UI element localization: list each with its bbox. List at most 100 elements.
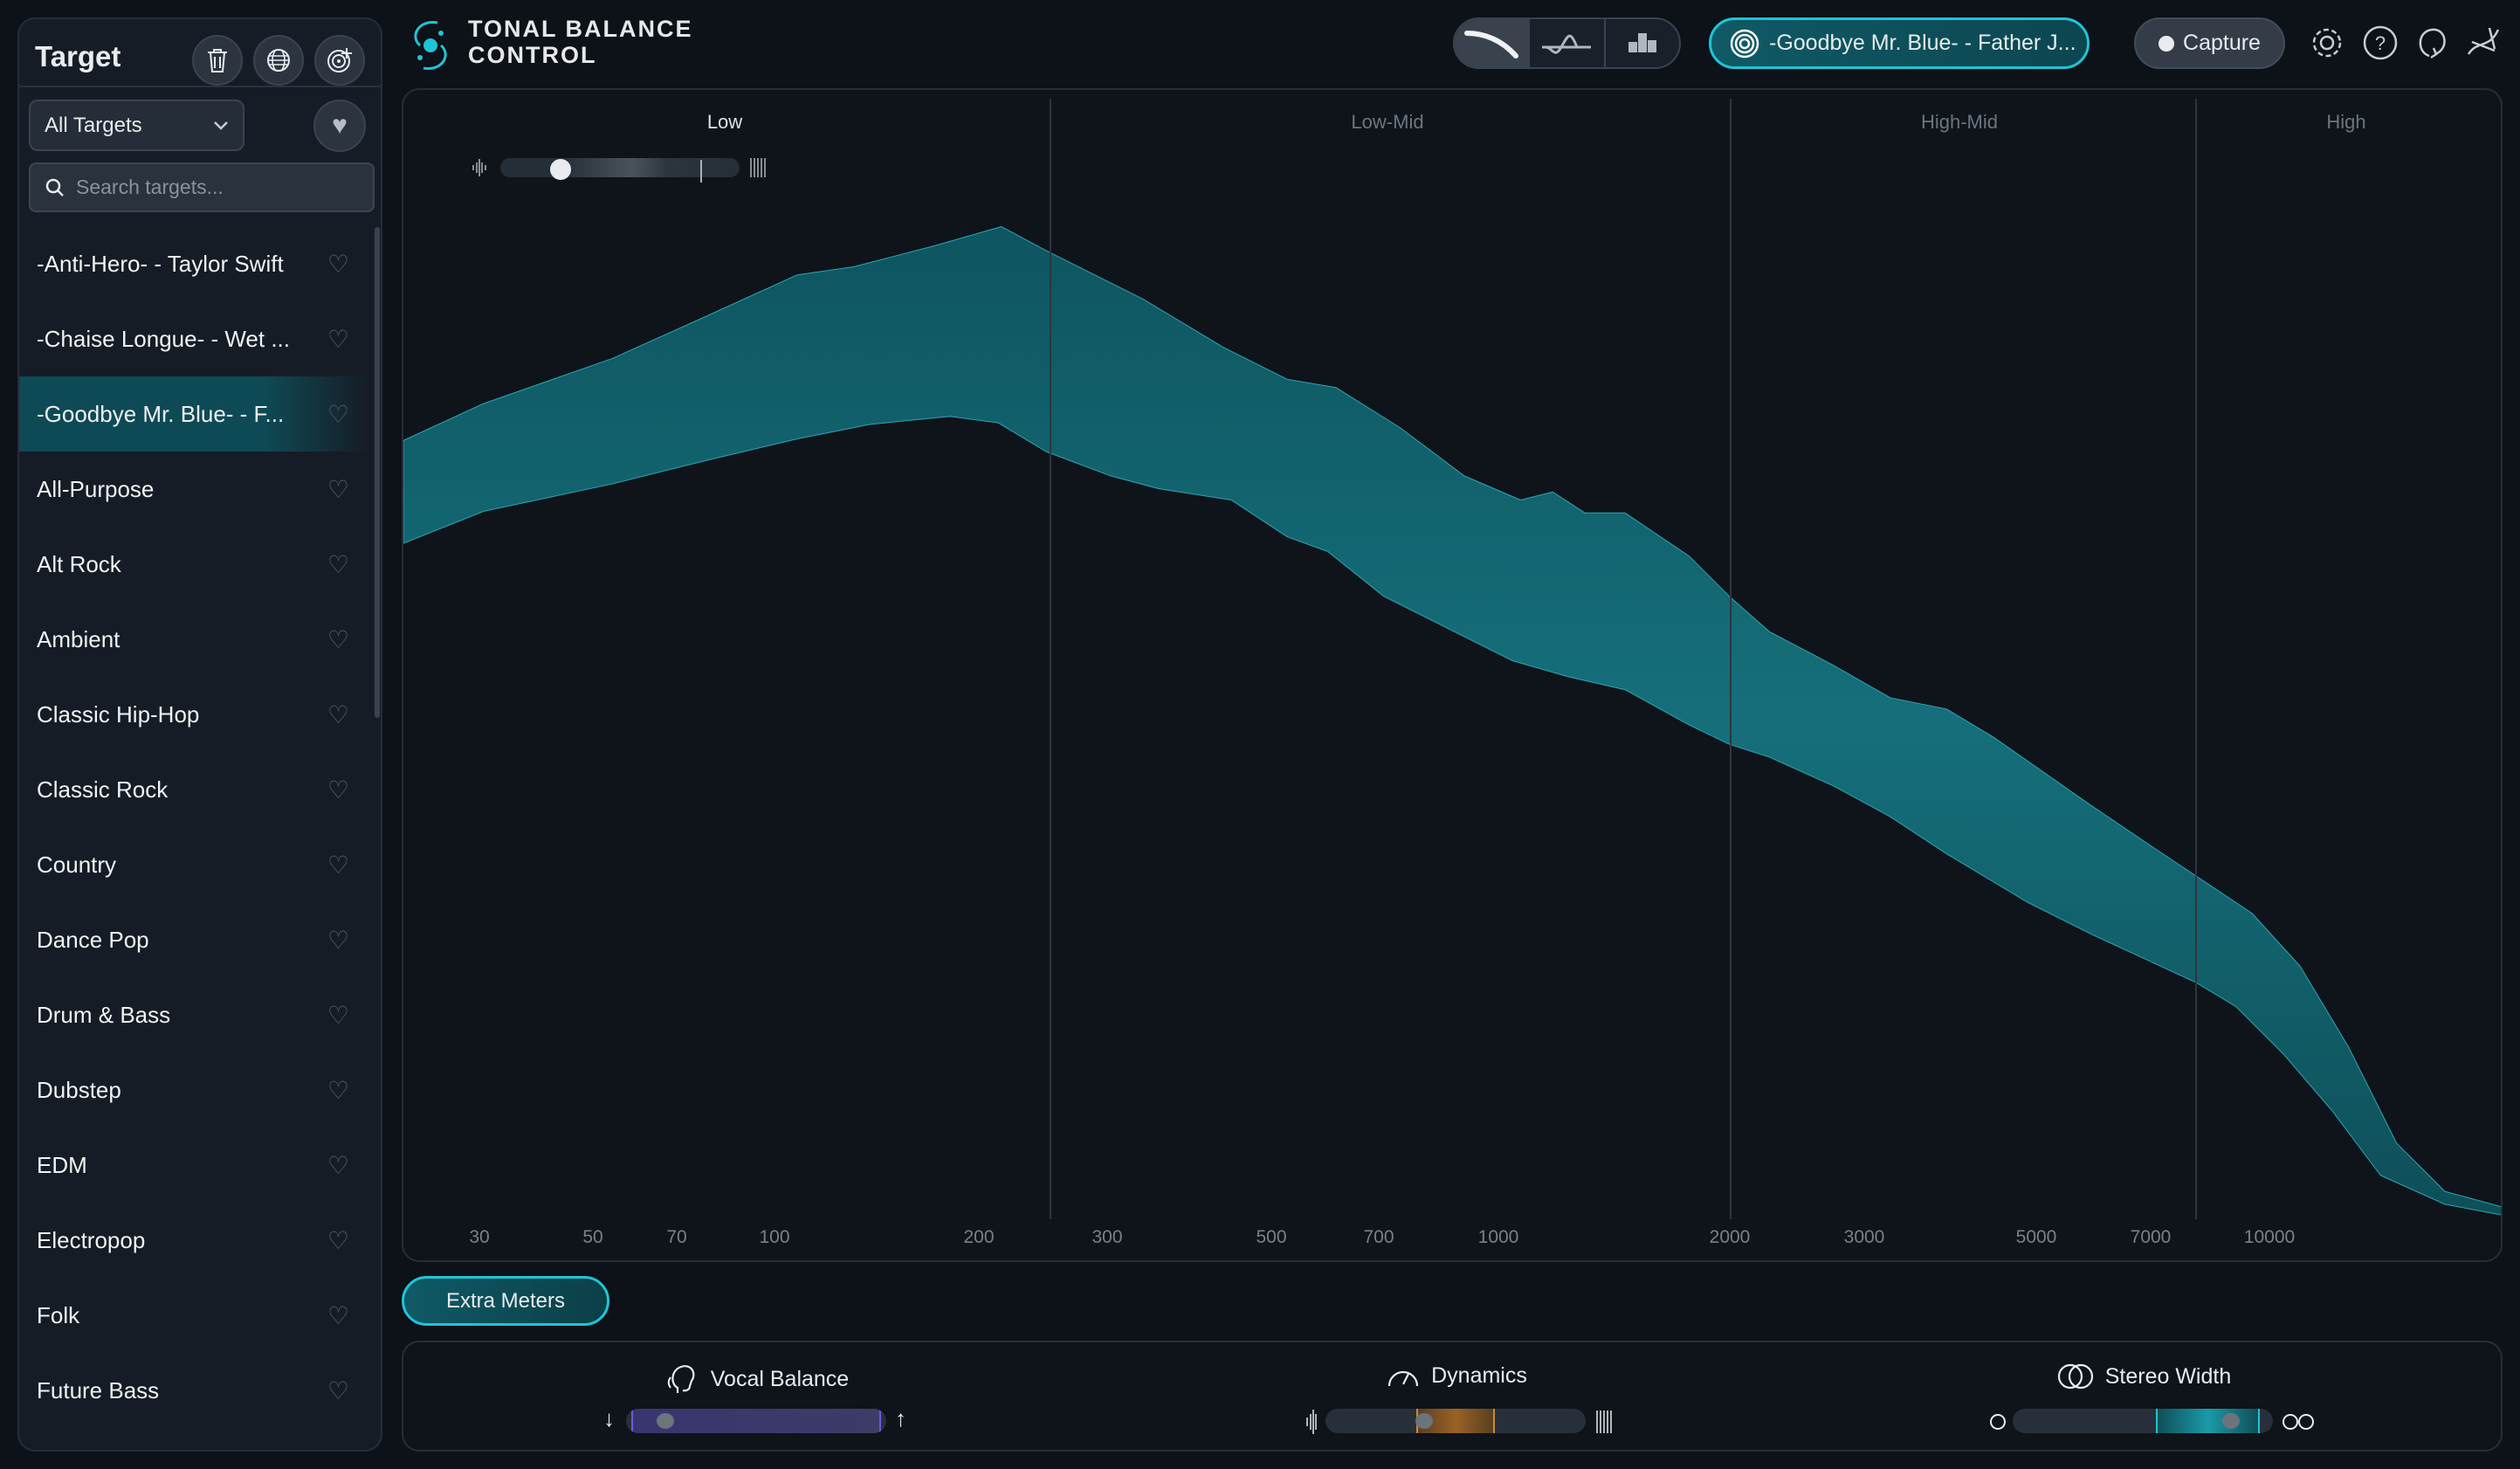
target-list-item[interactable]: Future Bass ♡ <box>19 1353 368 1428</box>
freq-tick-label: 30 <box>469 1227 490 1247</box>
favorite-heart-icon[interactable]: ♡ <box>327 851 349 879</box>
target-name: All-Purpose <box>37 475 155 502</box>
plugin-link-icon[interactable] <box>2463 23 2503 63</box>
band-label-low: Low <box>706 111 743 133</box>
help-icon[interactable]: ? <box>2360 23 2400 63</box>
freq-tick-label: 10000 <box>2243 1227 2296 1247</box>
target-list-item[interactable]: Dubstep ♡ <box>19 1052 368 1128</box>
meter-label: Dynamics <box>1431 1362 1527 1388</box>
favorite-heart-icon[interactable]: ♡ <box>327 1076 349 1104</box>
target-list-item[interactable]: Drum & Bass ♡ <box>19 977 368 1052</box>
favorite-heart-icon[interactable]: ♡ <box>327 1376 349 1404</box>
band-divider <box>1050 99 1051 1219</box>
band-label-high: High <box>2326 111 2366 133</box>
favorite-heart-icon[interactable]: ♡ <box>327 926 349 954</box>
target-list-item[interactable]: Classic Rock ♡ <box>19 752 368 827</box>
search-field[interactable] <box>29 162 375 212</box>
target-list-item[interactable]: EDM ♡ <box>19 1128 368 1203</box>
target-name: Country <box>37 851 117 878</box>
meter-indicator <box>1415 1413 1434 1429</box>
mono-circle-icon <box>1990 1414 2006 1430</box>
target-list-item[interactable]: Folk ♡ <box>19 1278 368 1353</box>
globe-icon <box>267 49 290 72</box>
favorites-filter-button[interactable]: ♥ <box>313 100 366 152</box>
add-target-button[interactable] <box>314 35 365 86</box>
favorite-heart-icon[interactable]: ♡ <box>327 475 349 503</box>
favorite-heart-icon[interactable]: ♡ <box>327 700 349 728</box>
favorite-heart-icon[interactable]: ♡ <box>327 400 349 428</box>
target-name: Folk <box>37 1301 80 1328</box>
freq-tick-label: 700 <box>1363 1227 1394 1247</box>
target-filter-dropdown[interactable]: All Targets <box>29 100 244 151</box>
favorite-heart-icon[interactable]: ♡ <box>327 250 349 278</box>
search-input[interactable] <box>76 176 355 199</box>
target-list-item[interactable]: -Chaise Longue- - Wet ... ♡ <box>19 301 368 376</box>
target-name: Future Bass <box>37 1376 160 1403</box>
favorite-heart-icon[interactable]: ♡ <box>327 1301 349 1329</box>
target-list-item[interactable]: Classic Hip-Hop ♡ <box>19 677 368 752</box>
wave-icon <box>1542 34 1592 54</box>
favorite-heart-icon[interactable]: ♡ <box>327 1001 349 1029</box>
delete-button[interactable] <box>192 35 243 86</box>
target-list-item[interactable]: Ambient ♡ <box>19 602 368 677</box>
capture-button[interactable]: Capture <box>2134 17 2285 69</box>
favorite-heart-icon[interactable]: ♡ <box>327 1226 349 1254</box>
freq-tick-label: 3000 <box>1843 1227 1885 1247</box>
tone-slider-thumb[interactable] <box>549 159 571 180</box>
favorite-heart-icon[interactable]: ♡ <box>327 550 349 578</box>
target-name: Dubstep <box>37 1076 121 1103</box>
arrow-down-icon: ↓ <box>603 1405 615 1431</box>
meter-indicator <box>2222 1413 2241 1429</box>
scrollbar[interactable] <box>375 227 380 718</box>
gear-icon[interactable] <box>2307 23 2347 63</box>
target-list-item[interactable]: -Anti-Hero- - Taylor Swift ♡ <box>19 226 368 301</box>
freq-tick-label: 7000 <box>2130 1227 2172 1247</box>
target-list-item[interactable]: Country ♡ <box>19 827 368 902</box>
freq-tick-label: 70 <box>666 1227 687 1247</box>
target-name: Alt Rock <box>37 550 121 577</box>
meters-panel: Vocal Balance ↓ ↑ Dynamics Stereo Width <box>402 1341 2503 1452</box>
view-mode-toggle <box>1453 17 1681 69</box>
trash-icon <box>208 49 227 72</box>
head-icon <box>667 1365 695 1393</box>
freq-tick-label: 50 <box>582 1227 603 1247</box>
wide-circles-icon <box>2282 1414 2314 1430</box>
globe-target-button[interactable] <box>253 35 304 86</box>
target-name: Drum & Bass <box>37 1001 171 1028</box>
filter-value: All Targets <box>45 113 142 137</box>
search-icon <box>45 178 64 197</box>
undo-redo-icon[interactable] <box>2412 23 2452 63</box>
current-target-name: -Goodbye Mr. Blue- - Father J... <box>1769 31 2076 55</box>
meter-indicator <box>656 1413 674 1429</box>
favorite-heart-icon[interactable]: ♡ <box>327 325 349 353</box>
target-list-item[interactable]: -Goodbye Mr. Blue- - F... ♡ <box>19 376 368 452</box>
target-range-band <box>403 90 2501 1262</box>
target-name: -Chaise Longue- - Wet ... <box>37 325 290 352</box>
dynamics-meter: Dynamics <box>1195 1342 1718 1453</box>
tone-slider[interactable] <box>471 155 768 183</box>
spectrum-view-button[interactable] <box>1606 19 1679 67</box>
curve-icon <box>1464 30 1519 59</box>
current-target-button[interactable]: -Goodbye Mr. Blue- - Father J... <box>1709 17 2090 69</box>
target-list-item[interactable]: All-Purpose ♡ <box>19 452 368 527</box>
freq-tick-label: 2000 <box>1709 1227 1751 1247</box>
target-list-item[interactable]: Electropop ♡ <box>19 1203 368 1278</box>
favorite-heart-icon[interactable]: ♡ <box>327 625 349 653</box>
target-list-item[interactable]: Alt Rock ♡ <box>19 527 368 602</box>
freq-tick-label: 500 <box>1256 1227 1287 1247</box>
extra-meters-button[interactable]: Extra Meters <box>402 1276 609 1326</box>
dense-wave-icon <box>750 158 766 177</box>
stereo-width-meter: Stereo Width <box>1882 1342 2406 1453</box>
target-name: -Anti-Hero- - Taylor Swift <box>37 250 284 277</box>
target-list-item[interactable]: Dance Pop ♡ <box>19 902 368 977</box>
target-sidebar: Target All Targets ♥ -Anti-Hero- - Taylo… <box>17 17 382 1452</box>
app-title: TONAL BALANCE CONTROL <box>468 16 693 68</box>
favorite-heart-icon[interactable]: ♡ <box>327 1151 349 1179</box>
favorite-heart-icon[interactable]: ♡ <box>327 776 349 803</box>
tone-slider-track[interactable] <box>500 158 740 183</box>
band-label-low-mid: Low-Mid <box>1351 111 1424 133</box>
band-label-high-mid: High-Mid <box>1920 111 1999 133</box>
fine-view-button[interactable] <box>1530 19 1606 67</box>
target-name: Ambient <box>37 625 120 652</box>
broad-view-button[interactable] <box>1455 19 1531 67</box>
